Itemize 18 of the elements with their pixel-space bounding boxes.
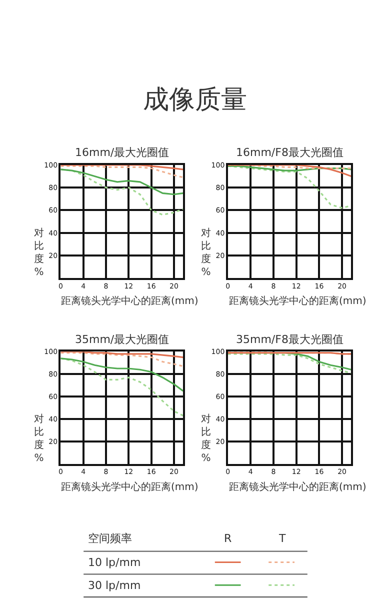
y-axis-title: 对比度% [34, 413, 44, 464]
x-axis-title: 距离镜头光学中心的距离(mm) [229, 481, 366, 493]
chart-title: 16mm/最大光圈值 [75, 146, 170, 159]
x-axis-title: 距离镜头光学中心的距离(mm) [61, 481, 198, 493]
text: 空间频率 [88, 532, 132, 545]
text: 10 lp/mm [88, 556, 141, 569]
text: T [278, 532, 286, 545]
text: 成像质量 [143, 85, 247, 115]
y-axis-title: 对比度% [34, 227, 44, 278]
x-axis-title: 距离镜头光学中心的距离(mm) [229, 295, 366, 307]
x-axis-title: 距离镜头光学中心的距离(mm) [61, 295, 198, 307]
y-axis-title: 对比度% [201, 227, 211, 278]
text: R [224, 532, 232, 545]
text: 30 lp/mm [88, 579, 141, 592]
y-axis-title: 对比度% [201, 413, 211, 464]
chart-title: 35mm/最大光圈值 [75, 333, 170, 346]
chart-title: 35mm/F8最大光圈值 [236, 333, 344, 346]
chart-title: 16mm/F8最大光圈值 [236, 146, 344, 159]
